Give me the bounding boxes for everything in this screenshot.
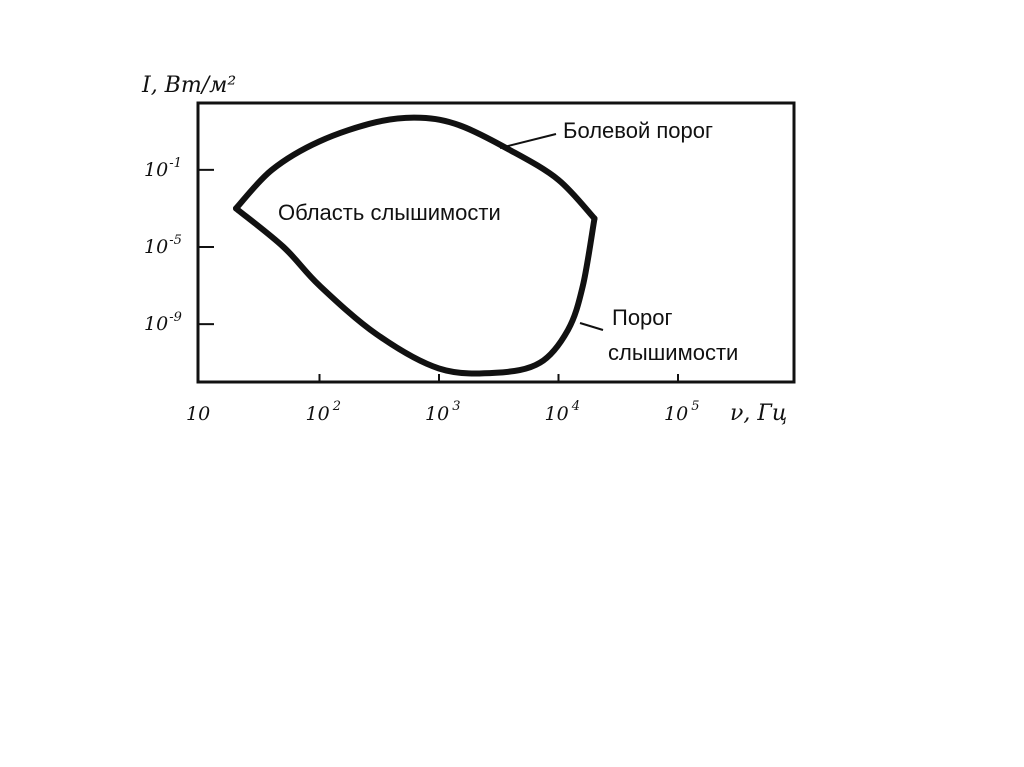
x-tick-label: 10 3 [425,399,460,425]
pain-threshold-curve [233,114,598,222]
hearing-threshold-curve [233,205,598,377]
hearing-threshold-label-line1: Порог [612,305,673,330]
x-tick-label: 10 5 [664,399,699,425]
x-tick-label: 10 [186,403,210,425]
hearing-threshold-label-line2: слышимости [608,340,738,365]
audible-region-label: Область слышимости [278,200,501,225]
y-tick-label: 10-1 [144,156,182,181]
pain-threshold-leader [499,133,557,149]
hearing-threshold-leader [579,322,604,331]
x-axis-label: ν, Гц [730,401,787,426]
plot-frame [196,101,796,384]
y-ticks: 10-1 10-5 10-9 [144,156,214,335]
x-tick-label: 10 4 [545,399,580,425]
audibility-curves [233,114,598,377]
pain-threshold-label: Болевой порог [563,118,713,143]
y-tick-label: 10-9 [144,310,182,335]
y-axis-label: I, Вт/м² [141,73,236,98]
x-tick-label: 10 2 [306,399,341,425]
y-tick-label: 10-5 [144,233,182,258]
